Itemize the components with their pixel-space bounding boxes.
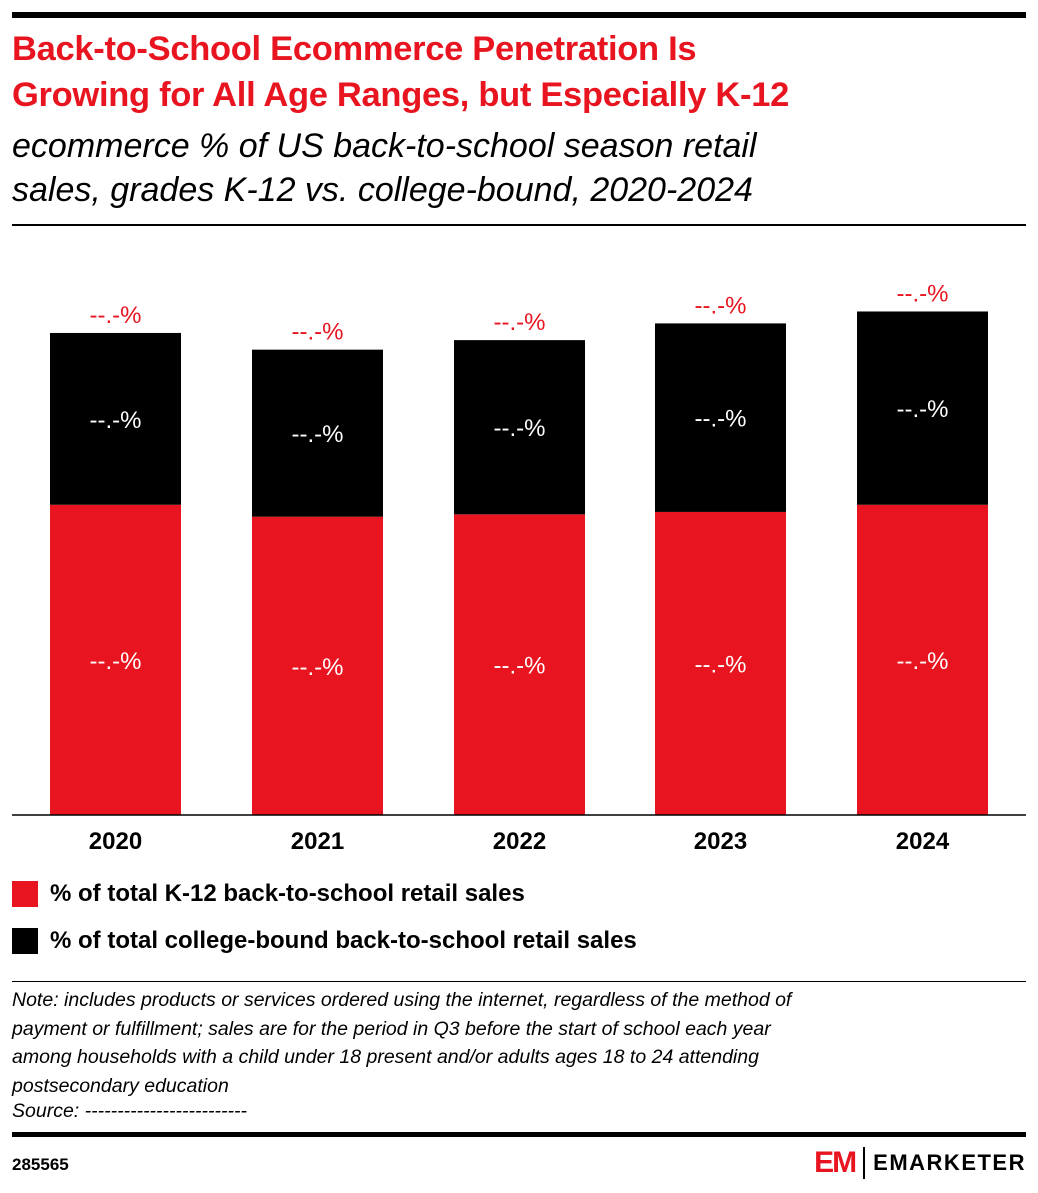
- title-divider: [12, 224, 1026, 226]
- total-label-2023: --.-%: [695, 292, 747, 319]
- bar-college-2021: [252, 349, 383, 517]
- bar-college-2020: [50, 332, 181, 505]
- data-label-college-2022: --.-%: [494, 415, 546, 442]
- bar-k12-2020: [50, 504, 181, 815]
- bar-k12-2024: [857, 504, 988, 815]
- data-label-college-2020: --.-%: [90, 407, 142, 434]
- data-label-college-2023: --.-%: [695, 406, 747, 433]
- legend-swatch-k12: [12, 881, 38, 907]
- emarketer-logo: EM EMARKETER: [814, 1146, 1026, 1180]
- bar-college-2024: [857, 311, 988, 505]
- chart-note: Note: includes products or services orde…: [12, 989, 792, 1097]
- bar-k12-2023: [655, 511, 786, 815]
- x-tick-label-2022: 2022: [493, 828, 546, 855]
- x-tick-label-2021: 2021: [291, 828, 344, 855]
- chart-id: 285565: [12, 1155, 69, 1174]
- x-tick-label-2020: 2020: [89, 828, 142, 855]
- x-tick-label-2024: 2024: [896, 828, 950, 855]
- bar-college-2023: [655, 323, 786, 512]
- data-label-k12-2023: --.-%: [695, 651, 747, 678]
- data-label-college-2021: --.-%: [292, 421, 344, 448]
- top-rule: [12, 12, 1026, 18]
- chart-subtitle: ecommerce % of US back-to-school season …: [12, 127, 757, 209]
- x-tick-label-2023: 2023: [694, 828, 747, 855]
- logo-wordmark: EMARKETER: [873, 1150, 1026, 1175]
- chart-source: Source: -------------------------: [12, 1100, 247, 1122]
- stacked-bar-chart: --.-% --.-% --.-% 2020 --.-% --.-% --.-% 2021 --…: [12, 280, 1026, 855]
- bar-k12-2021: [252, 516, 383, 815]
- legend-swatch-college: [12, 928, 38, 954]
- data-label-k12-2020: --.-%: [90, 648, 142, 675]
- total-label-2021: --.-%: [292, 319, 344, 346]
- legend-divider: [12, 981, 1026, 982]
- legend-item-k12: % of total K-12 back-to-school retail sa…: [12, 880, 525, 908]
- logo-separator: [863, 1147, 866, 1179]
- legend-label-k12: % of total K-12 back-to-school retail sa…: [50, 880, 525, 907]
- footer-rule: [12, 1132, 1026, 1137]
- em-logo-mark: EM: [814, 1146, 857, 1179]
- data-label-k12-2021: --.-%: [292, 654, 344, 681]
- total-label-2024: --.-%: [897, 280, 949, 307]
- chart-title: Back-to-School Ecommerce Penetration Is …: [12, 30, 789, 114]
- data-label-k12-2024: --.-%: [897, 648, 949, 675]
- bar-college-2022: [454, 340, 585, 515]
- bar-k12-2022: [454, 514, 585, 815]
- legend-label-college: % of total college-bound back-to-school …: [50, 927, 637, 954]
- data-label-college-2024: --.-%: [897, 396, 949, 423]
- total-label-2020: --.-%: [90, 302, 142, 329]
- data-label-k12-2022: --.-%: [494, 653, 546, 680]
- legend-item-college: % of total college-bound back-to-school …: [12, 927, 637, 955]
- total-label-2022: --.-%: [494, 309, 546, 336]
